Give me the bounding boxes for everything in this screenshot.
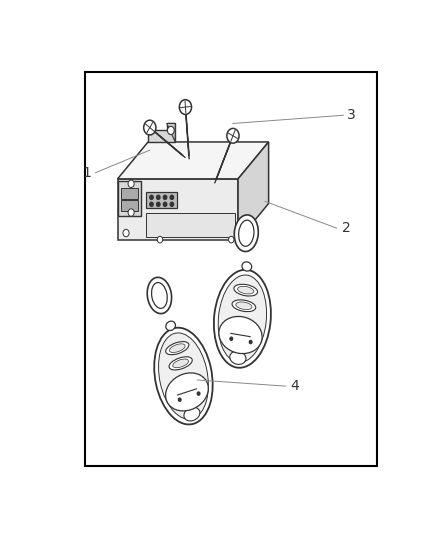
Bar [121, 188, 138, 199]
Ellipse shape [230, 351, 246, 365]
Circle shape [144, 120, 156, 135]
Circle shape [229, 236, 234, 243]
Ellipse shape [242, 262, 252, 271]
Bar [85, 72, 377, 466]
Ellipse shape [234, 284, 258, 296]
Circle shape [230, 337, 233, 341]
Circle shape [150, 202, 153, 206]
Ellipse shape [214, 270, 271, 368]
Text: 3: 3 [347, 108, 356, 122]
Circle shape [197, 392, 200, 395]
Circle shape [170, 195, 173, 199]
Ellipse shape [170, 344, 185, 352]
Text: 1: 1 [82, 166, 91, 180]
Circle shape [178, 398, 181, 401]
Ellipse shape [236, 302, 252, 310]
Ellipse shape [218, 275, 267, 362]
Ellipse shape [159, 333, 208, 419]
Ellipse shape [219, 317, 262, 353]
Circle shape [179, 100, 191, 115]
Text: 4: 4 [291, 379, 300, 393]
Circle shape [156, 202, 160, 206]
Polygon shape [117, 181, 141, 216]
Polygon shape [117, 179, 238, 240]
Ellipse shape [238, 286, 254, 294]
Circle shape [123, 229, 129, 237]
Ellipse shape [234, 215, 258, 252]
Ellipse shape [239, 220, 254, 246]
Ellipse shape [184, 407, 200, 421]
Ellipse shape [166, 342, 189, 354]
Ellipse shape [232, 300, 256, 312]
Circle shape [128, 209, 134, 216]
Circle shape [150, 195, 153, 199]
Bar [146, 213, 235, 237]
Circle shape [167, 126, 174, 134]
Text: 2: 2 [342, 221, 350, 235]
Ellipse shape [166, 321, 176, 330]
Circle shape [163, 195, 167, 199]
Circle shape [157, 236, 162, 243]
Polygon shape [146, 192, 177, 208]
Polygon shape [167, 124, 175, 142]
Ellipse shape [154, 328, 213, 424]
Polygon shape [238, 142, 268, 240]
Circle shape [227, 128, 239, 143]
Circle shape [170, 202, 173, 206]
Polygon shape [117, 142, 268, 179]
Circle shape [163, 202, 167, 206]
Ellipse shape [147, 277, 172, 313]
Circle shape [128, 180, 134, 188]
Circle shape [156, 195, 160, 199]
Ellipse shape [152, 282, 167, 309]
Ellipse shape [166, 373, 208, 411]
Ellipse shape [169, 357, 192, 370]
Ellipse shape [173, 359, 188, 368]
Polygon shape [148, 124, 175, 142]
Circle shape [249, 341, 252, 344]
Bar [121, 200, 138, 211]
